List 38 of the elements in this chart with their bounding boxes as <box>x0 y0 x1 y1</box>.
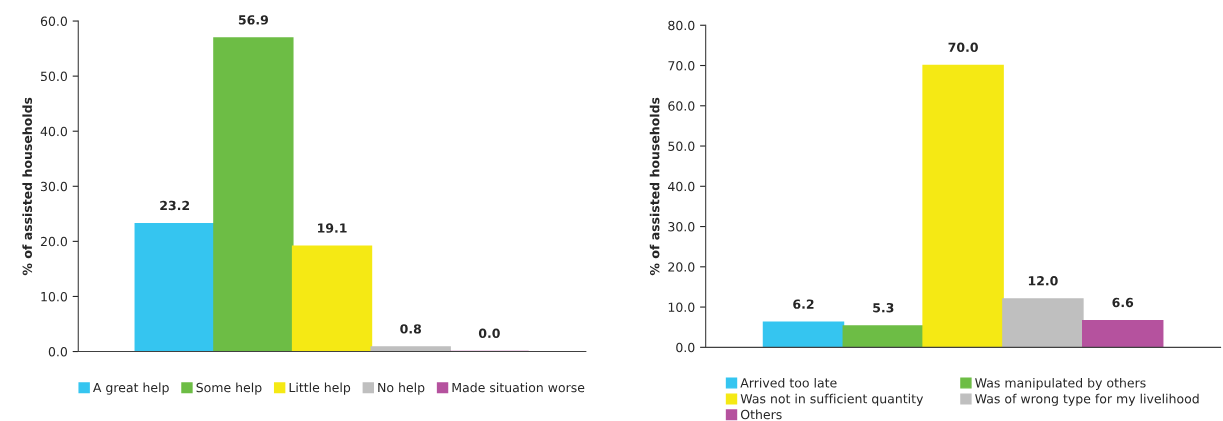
legend-label: Little help <box>289 382 351 395</box>
y-tick-label: 20.0 <box>668 262 695 272</box>
data-label: 5.3 <box>873 303 894 313</box>
data-label: 6.6 <box>1112 297 1134 308</box>
y-tick-label: 0.0 <box>676 342 695 353</box>
data-label: 0.8 <box>400 324 422 334</box>
legend-label: Was not in sufficient quantity <box>740 393 924 406</box>
legend-label: Others <box>740 409 782 420</box>
y-tick-label: 40.0 <box>40 126 68 137</box>
y-axis-title: % of assisted households <box>649 97 660 276</box>
y-tick-label: 60.0 <box>40 16 68 26</box>
legend-label: Some help <box>196 382 262 395</box>
y-tick-label: 30.0 <box>40 181 68 192</box>
data-label: 23.2 <box>160 200 190 211</box>
y-tick-label: 70.0 <box>668 60 695 71</box>
legend-label: No help <box>378 382 425 395</box>
y-tick-label: 10.0 <box>41 291 68 302</box>
legend-label: Made situation worse <box>452 382 585 393</box>
legend-label: Was of wrong type for my livelihood <box>975 393 1199 406</box>
data-label: 6.2 <box>793 299 814 309</box>
data-label: 19.1 <box>318 223 347 233</box>
legend-label: Was manipulated by others <box>975 377 1146 390</box>
legend-label: Arrived too late <box>740 377 837 388</box>
y-tick-label: 30.0 <box>668 222 695 232</box>
y-tick-label: 50.0 <box>668 141 695 151</box>
data-label: 12.0 <box>1028 276 1058 286</box>
y-tick-label: 60.0 <box>668 101 695 111</box>
y-tick-label: 10.0 <box>668 302 695 312</box>
y-tick-label: 20.0 <box>40 236 68 247</box>
legend-label: A great help <box>93 382 169 395</box>
data-label: 70.0 <box>948 42 978 52</box>
y-tick-label: 80.0 <box>668 20 695 31</box>
y-tick-label: 50.0 <box>40 71 68 82</box>
y-axis-title: % of assisted households <box>22 97 33 276</box>
y-tick-label: 40.0 <box>668 181 695 192</box>
data-label: 0.0 <box>478 328 500 338</box>
data-label: 56.9 <box>238 15 268 25</box>
y-tick-label: 0.0 <box>48 347 68 357</box>
